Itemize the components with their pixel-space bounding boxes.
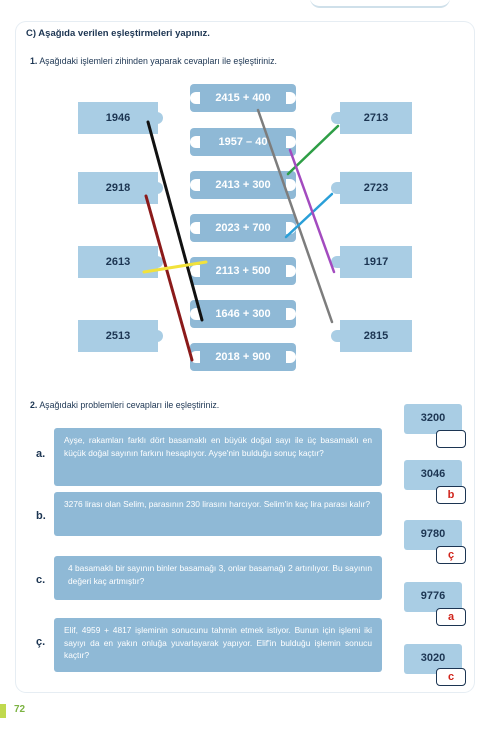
question-1: 1. Aşağıdaki işlemleri zihinden yaparak … <box>30 56 277 66</box>
center-op-2[interactable]: 1957 – 40 <box>190 128 296 156</box>
problem-cedilla-c: Elif, 4959 + 4817 işleminin sonucunu tah… <box>54 618 382 672</box>
right-result-2713[interactable]: 2713 <box>340 102 412 134</box>
left-result-label: 2613 <box>105 256 131 268</box>
puzzle-tab <box>153 330 163 342</box>
right-result-label: 1917 <box>363 256 389 268</box>
answer-9776[interactable]: 9776 <box>404 582 462 612</box>
puzzle-notch <box>190 92 200 104</box>
puzzle-notch <box>286 136 296 148</box>
left-result-label: 2513 <box>105 330 131 342</box>
question-2-text: Aşağıdaki problemleri cevapları ile eşle… <box>39 400 220 410</box>
answer-value: 9780 <box>420 528 446 540</box>
left-result-2513[interactable]: 2513 <box>78 320 158 352</box>
match-line-yellow <box>142 260 208 274</box>
page-number: 72 <box>14 704 26 715</box>
puzzle-tab <box>331 330 341 342</box>
puzzle-tab <box>153 182 163 194</box>
center-op-label: 2415 + 400 <box>215 92 271 104</box>
left-result-2918[interactable]: 2918 <box>78 172 158 204</box>
puzzle-tab <box>153 112 163 124</box>
center-op-label: 2023 + 700 <box>215 222 271 234</box>
center-op-1[interactable]: 2415 + 400 <box>190 84 296 112</box>
puzzle-tab <box>331 112 341 124</box>
answer-value: 3020 <box>420 652 446 664</box>
match-line-blue <box>284 192 334 239</box>
answer-mark-box[interactable]: b <box>436 486 466 504</box>
decorative-swoosh <box>310 0 450 8</box>
center-op-label: 2018 + 900 <box>215 351 271 363</box>
match-line-darkred <box>144 194 194 362</box>
answer-3046[interactable]: 3046 <box>404 460 462 490</box>
match-line-black <box>146 120 204 322</box>
puzzle-tab <box>331 256 341 268</box>
right-result-2815[interactable]: 2815 <box>340 320 412 352</box>
puzzle-notch <box>286 308 296 320</box>
problem-c: 4 basamaklı bir sayının binler basamağı … <box>54 556 382 600</box>
left-result-label: 1946 <box>105 112 131 124</box>
problem-letter: b. <box>36 510 46 522</box>
puzzle-notch <box>190 351 200 363</box>
right-result-label: 2713 <box>363 112 389 124</box>
puzzle-notch <box>190 179 200 191</box>
right-result-label: 2815 <box>363 330 389 342</box>
problem-a: Ayşe, rakamları farklı dört basamaklı en… <box>54 428 382 486</box>
problem-b: 3276 lirası olan Selim, parasının 230 li… <box>54 492 382 536</box>
answer-mark-box[interactable]: c <box>436 668 466 686</box>
center-op-4[interactable]: 2023 + 700 <box>190 214 296 242</box>
section-title: C) Aşağıda verilen eşleştirmeleri yapını… <box>26 28 210 39</box>
left-result-1946[interactable]: 1946 <box>78 102 158 134</box>
match-line-purple <box>288 148 336 274</box>
puzzle-notch <box>190 136 200 148</box>
question-2-number: 2. <box>30 400 38 410</box>
left-result-label: 2918 <box>105 182 131 194</box>
answer-value: 9776 <box>420 590 446 602</box>
problem-letter: a. <box>36 448 46 460</box>
answer-value: 3200 <box>420 412 446 424</box>
question-2: 2. Aşağıdaki problemleri cevapları ile e… <box>30 400 219 410</box>
match-line-gray <box>256 108 334 324</box>
puzzle-tab <box>331 182 341 194</box>
right-result-label: 2723 <box>363 182 389 194</box>
answer-9780[interactable]: 9780 <box>404 520 462 550</box>
answer-mark-box[interactable] <box>436 430 466 448</box>
problem-letter: ç. <box>36 636 46 648</box>
center-op-3[interactable]: 2413 + 300 <box>190 171 296 199</box>
puzzle-notch <box>286 351 296 363</box>
center-op-7[interactable]: 2018 + 900 <box>190 343 296 371</box>
question-1-number: 1. <box>30 56 38 66</box>
answer-3200[interactable]: 3200 <box>404 404 462 434</box>
puzzle-notch <box>190 308 200 320</box>
center-op-label: 1957 – 40 <box>218 136 268 148</box>
center-op-5[interactable]: 2113 + 500 <box>190 257 296 285</box>
center-op-label: 1646 + 300 <box>215 308 271 320</box>
puzzle-tab <box>153 256 163 268</box>
puzzle-notch <box>286 222 296 234</box>
page-marker <box>0 704 6 718</box>
puzzle-notch <box>286 92 296 104</box>
puzzle-notch <box>190 222 200 234</box>
puzzle-notch <box>286 265 296 277</box>
center-op-label: 2113 + 500 <box>215 265 271 277</box>
answer-mark-box[interactable]: a <box>436 608 466 626</box>
center-op-label: 2413 + 300 <box>215 179 271 191</box>
answer-mark-box[interactable]: ç <box>436 546 466 564</box>
answer-value: 3046 <box>420 468 446 480</box>
problem-letter: c. <box>36 574 46 586</box>
right-result-2723[interactable]: 2723 <box>340 172 412 204</box>
puzzle-notch <box>190 265 200 277</box>
left-result-2613[interactable]: 2613 <box>78 246 158 278</box>
center-op-6[interactable]: 1646 + 300 <box>190 300 296 328</box>
right-result-1917[interactable]: 1917 <box>340 246 412 278</box>
puzzle-notch <box>286 179 296 191</box>
question-1-text: Aşağıdaki işlemleri zihinden yaparak cev… <box>39 56 277 66</box>
